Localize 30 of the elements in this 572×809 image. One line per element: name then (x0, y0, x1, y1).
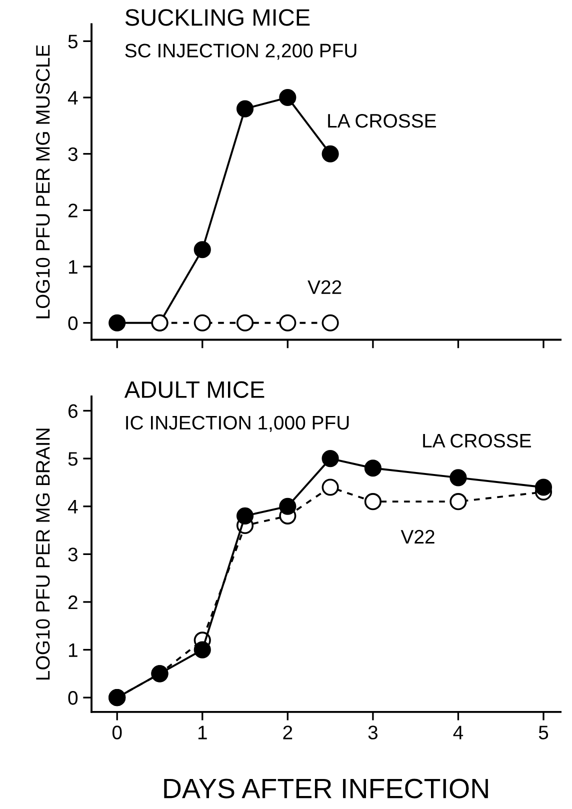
x-tick-label: 3 (368, 726, 378, 740)
y-tick-label: 3 (68, 548, 78, 562)
x-tick-label: 5 (538, 726, 548, 740)
series-label: V22 (400, 530, 434, 544)
text: IC INJECTION 1,000 PFU (126, 416, 349, 432)
y-tick-label: 5 (68, 452, 78, 466)
x-tick-label: 1 (198, 726, 207, 740)
y-tick-label: 4 (68, 91, 78, 105)
y-tick-label: 5 (68, 34, 78, 48)
y-tick-label: 4 (68, 500, 78, 514)
x-tick-label: 4 (453, 726, 464, 740)
x-tick-label: 2 (283, 726, 292, 740)
x-axis-title: DAYS AFTER INFECTION (164, 778, 488, 798)
text: SC INJECTION 2,200 PFU (125, 44, 356, 60)
y-tick-label: 3 (68, 147, 78, 162)
y-tick-label: 0 (68, 691, 78, 705)
y-axis-title: LOG10 PFU PER MG BRAIN (36, 428, 50, 680)
y-tick-label: 1 (68, 260, 78, 274)
y-tick-label: 6 (68, 404, 78, 418)
chart-title: ADULT MICE (124, 381, 264, 398)
y-tick-label: 2 (68, 595, 78, 610)
y-tick-label: 0 (68, 316, 78, 330)
x-tick-label: 0 (112, 726, 122, 740)
series-label: LA CROSSE (423, 434, 531, 448)
series-label: V22 (308, 280, 342, 294)
y-tick-label: 2 (68, 204, 78, 218)
chart-title: SUCKLING MICE (125, 9, 310, 26)
y-axis-title: LOG10 PFU PER MG MUSCLE (36, 45, 50, 318)
y-tick-label: 1 (68, 643, 78, 657)
series-label: LA CROSSE (328, 114, 436, 128)
